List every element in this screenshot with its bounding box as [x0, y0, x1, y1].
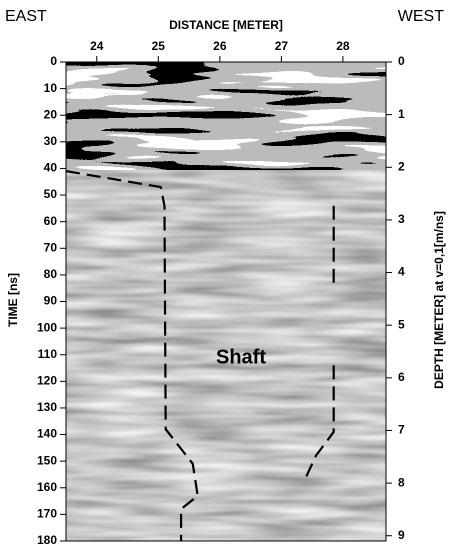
x-tick-label: 26: [213, 39, 227, 53]
y-tick-label: 10: [44, 81, 58, 95]
y2-tick-label: 1: [398, 107, 405, 121]
x-axis-label: DISTANCE [METER]: [169, 18, 283, 32]
y-tick-label: 60: [44, 214, 58, 228]
upper-section: [66, 62, 386, 170]
y-axis-label: TIME [ns]: [6, 273, 20, 327]
y-tick-label: 40: [44, 161, 58, 175]
y-tick-label: 80: [44, 267, 58, 281]
x-tick-label: 27: [275, 39, 289, 53]
y-tick-label: 130: [37, 400, 57, 414]
y-tick-label: 30: [44, 134, 58, 148]
annotation-shaft: Shaft: [216, 346, 266, 368]
y2-tick-label: 3: [398, 212, 405, 226]
x-tick-label: 28: [336, 39, 350, 53]
interpretation-line: [305, 365, 335, 478]
y2-tick-label: 2: [398, 159, 405, 173]
y-tick-label: 50: [44, 187, 58, 201]
y-tick-label: 20: [44, 107, 58, 121]
y2-tick-label: 7: [398, 423, 405, 437]
y-tick-label: 70: [44, 240, 58, 254]
y2-tick-label: 6: [398, 370, 405, 384]
y-tick-label: 100: [37, 320, 57, 334]
y2-axis-label: DEPTH [METER] at v=0,1[m/ns]: [432, 211, 446, 389]
y-tick-label: 0: [50, 54, 57, 68]
y2-tick-label: 5: [398, 317, 405, 331]
interpretation-line: [65, 170, 199, 541]
y2-tick-label: 8: [398, 475, 405, 489]
y-tick-label: 150: [37, 453, 57, 467]
annotation-east: EAST: [5, 8, 47, 25]
y2-tick-label: 9: [398, 528, 405, 542]
y2-tick-label: 0: [398, 54, 405, 68]
y-tick-label: 160: [37, 480, 57, 494]
y-tick-label: 120: [37, 374, 57, 388]
y-tick-label: 140: [37, 427, 57, 441]
x-tick-label: 24: [90, 39, 104, 53]
y-tick-label: 170: [37, 507, 57, 521]
y-tick-label: 180: [37, 533, 57, 547]
radargram-image: [65, 61, 387, 542]
y2-tick-label: 4: [398, 265, 405, 279]
y-tick-label: 90: [44, 294, 58, 308]
y-tick-label: 110: [38, 347, 58, 361]
x-tick-label: 25: [152, 39, 166, 53]
annotation-west: WEST: [398, 8, 444, 25]
